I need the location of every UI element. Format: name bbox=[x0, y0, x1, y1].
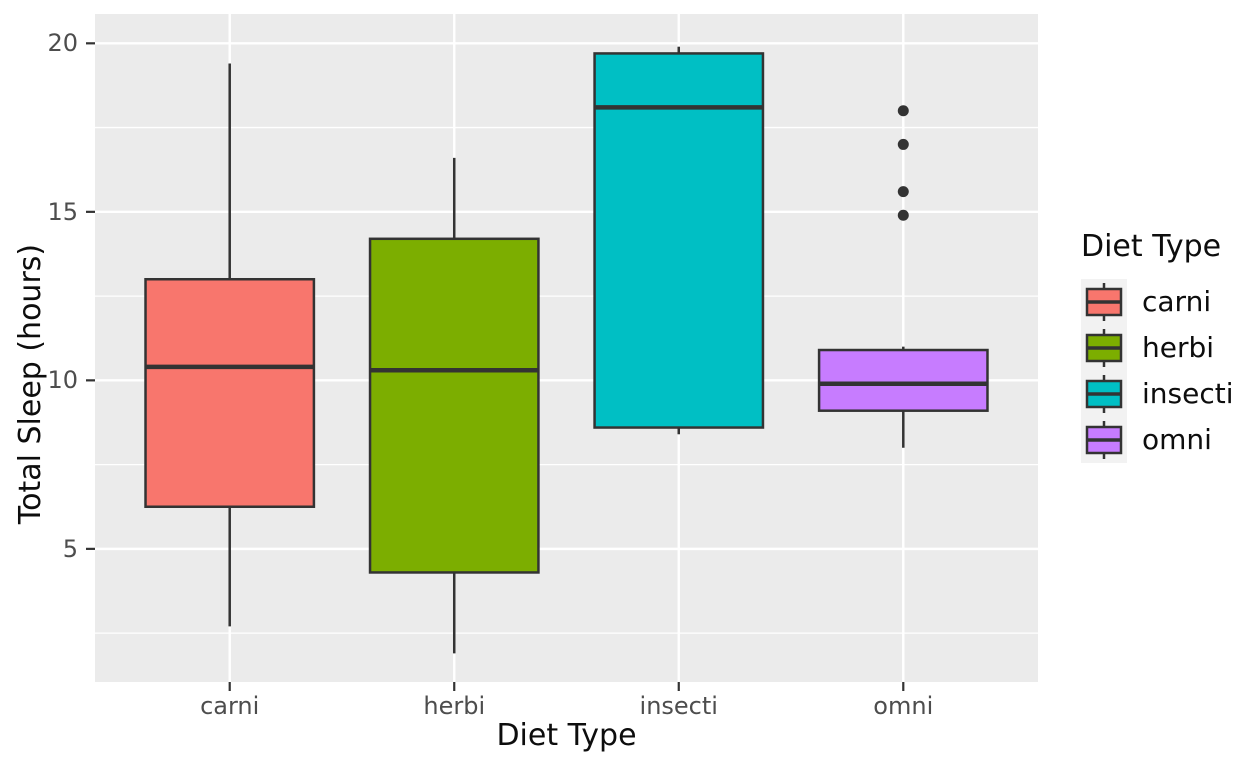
outlier-omni bbox=[897, 105, 909, 117]
legend-label-carni: carni bbox=[1142, 285, 1212, 318]
y-tick-label-10: 10 bbox=[47, 366, 78, 395]
legend-key-omni-icon bbox=[1081, 417, 1127, 463]
legend-label-herbi: herbi bbox=[1142, 331, 1215, 364]
box-omni bbox=[817, 348, 989, 412]
x-tick-label-carni: carni bbox=[200, 692, 260, 720]
legend-entry-carni: carni bbox=[1081, 279, 1234, 325]
outlier-omni bbox=[897, 186, 909, 198]
legend-label-insecti: insecti bbox=[1142, 377, 1234, 410]
y-tick-label-5: 5 bbox=[62, 534, 78, 563]
legend-key-insecti-icon bbox=[1081, 371, 1127, 417]
x-tick-label-insecti: insecti bbox=[639, 692, 718, 720]
legend-entries: carni herbi insecti omni bbox=[1081, 279, 1234, 463]
x-axis-title: Diet Type bbox=[496, 718, 637, 753]
legend: Diet Type carni herbi insecti omni bbox=[1081, 232, 1234, 463]
y-tick-label-15: 15 bbox=[47, 197, 78, 226]
box-insecti bbox=[593, 52, 765, 429]
legend-label-omni: omni bbox=[1142, 423, 1212, 456]
x-tick-label-herbi: herbi bbox=[423, 692, 486, 720]
x-tick-label-omni: omni bbox=[873, 692, 934, 720]
outlier-omni bbox=[897, 138, 909, 150]
legend-key-herbi-icon bbox=[1081, 325, 1127, 371]
legend-entry-herbi: herbi bbox=[1081, 325, 1234, 371]
box-herbi bbox=[368, 237, 540, 574]
y-axis-title-wrap: Total Sleep (hours) bbox=[0, 0, 62, 768]
legend-entry-insecti: insecti bbox=[1081, 371, 1234, 417]
legend-entry-omni: omni bbox=[1081, 417, 1234, 463]
y-tick-label-20: 20 bbox=[47, 29, 78, 58]
outlier-omni bbox=[897, 209, 909, 221]
legend-title: Diet Type bbox=[1081, 229, 1222, 264]
box-carni bbox=[144, 277, 316, 508]
legend-key-carni-icon bbox=[1081, 279, 1127, 325]
y-axis-title: Total Sleep (hours) bbox=[13, 243, 49, 525]
